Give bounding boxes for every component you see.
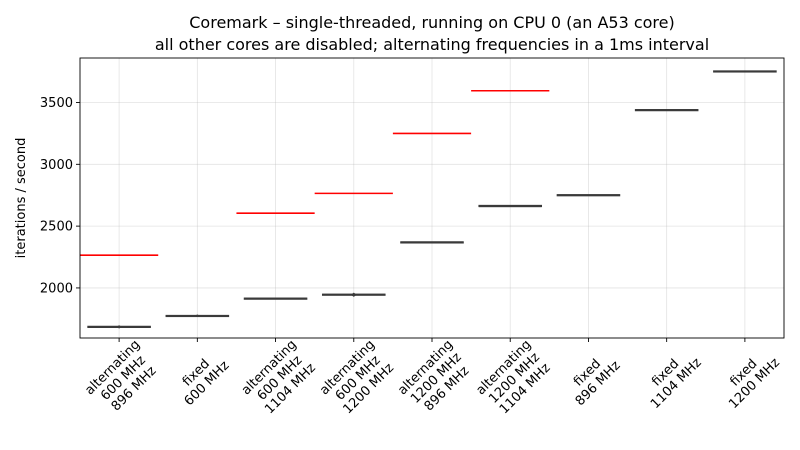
reference-layer bbox=[80, 89, 550, 256]
y-tick-label: 3500 bbox=[40, 96, 73, 111]
x-tick-label: alternating600 MHz896 MHz bbox=[82, 337, 164, 419]
x-tick-label: alternating600 MHz1104 MHz bbox=[239, 337, 321, 419]
y-tick-label: 2000 bbox=[40, 281, 73, 296]
y-tick-label: 2500 bbox=[40, 220, 73, 235]
x-tick-layer: alternating600 MHz896 MHz fixed600 MHz alt… bbox=[82, 337, 783, 419]
x-tick-label: alternating1200 MHz1104 MHz bbox=[473, 337, 555, 419]
x-tick-label: fixed600 MHz bbox=[171, 348, 232, 409]
grid-layer bbox=[80, 58, 784, 338]
y-tick-label: 3000 bbox=[40, 158, 73, 173]
x-tick-label: alternating600 MHz1200 MHz bbox=[317, 337, 399, 419]
x-tick-label: alternating1200 MHz896 MHz bbox=[395, 337, 477, 419]
chart-subtitle: all other cores are disabled; alternatin… bbox=[155, 35, 709, 54]
outlier-marker bbox=[194, 314, 201, 317]
x-tick-label: fixed1200 MHz bbox=[716, 345, 783, 412]
outlier-marker bbox=[350, 292, 357, 297]
x-tick-label: fixed1104 MHz bbox=[637, 345, 704, 412]
box-layer bbox=[87, 70, 777, 329]
chart-title: Coremark – single-threaded, running on C… bbox=[189, 13, 674, 32]
y-axis-label: iterations / second bbox=[14, 138, 29, 259]
y-tick-layer: 2000 2500 3000 3500 bbox=[40, 96, 80, 296]
outlier-marker bbox=[116, 325, 123, 329]
x-tick-label: fixed896 MHz bbox=[562, 348, 623, 409]
